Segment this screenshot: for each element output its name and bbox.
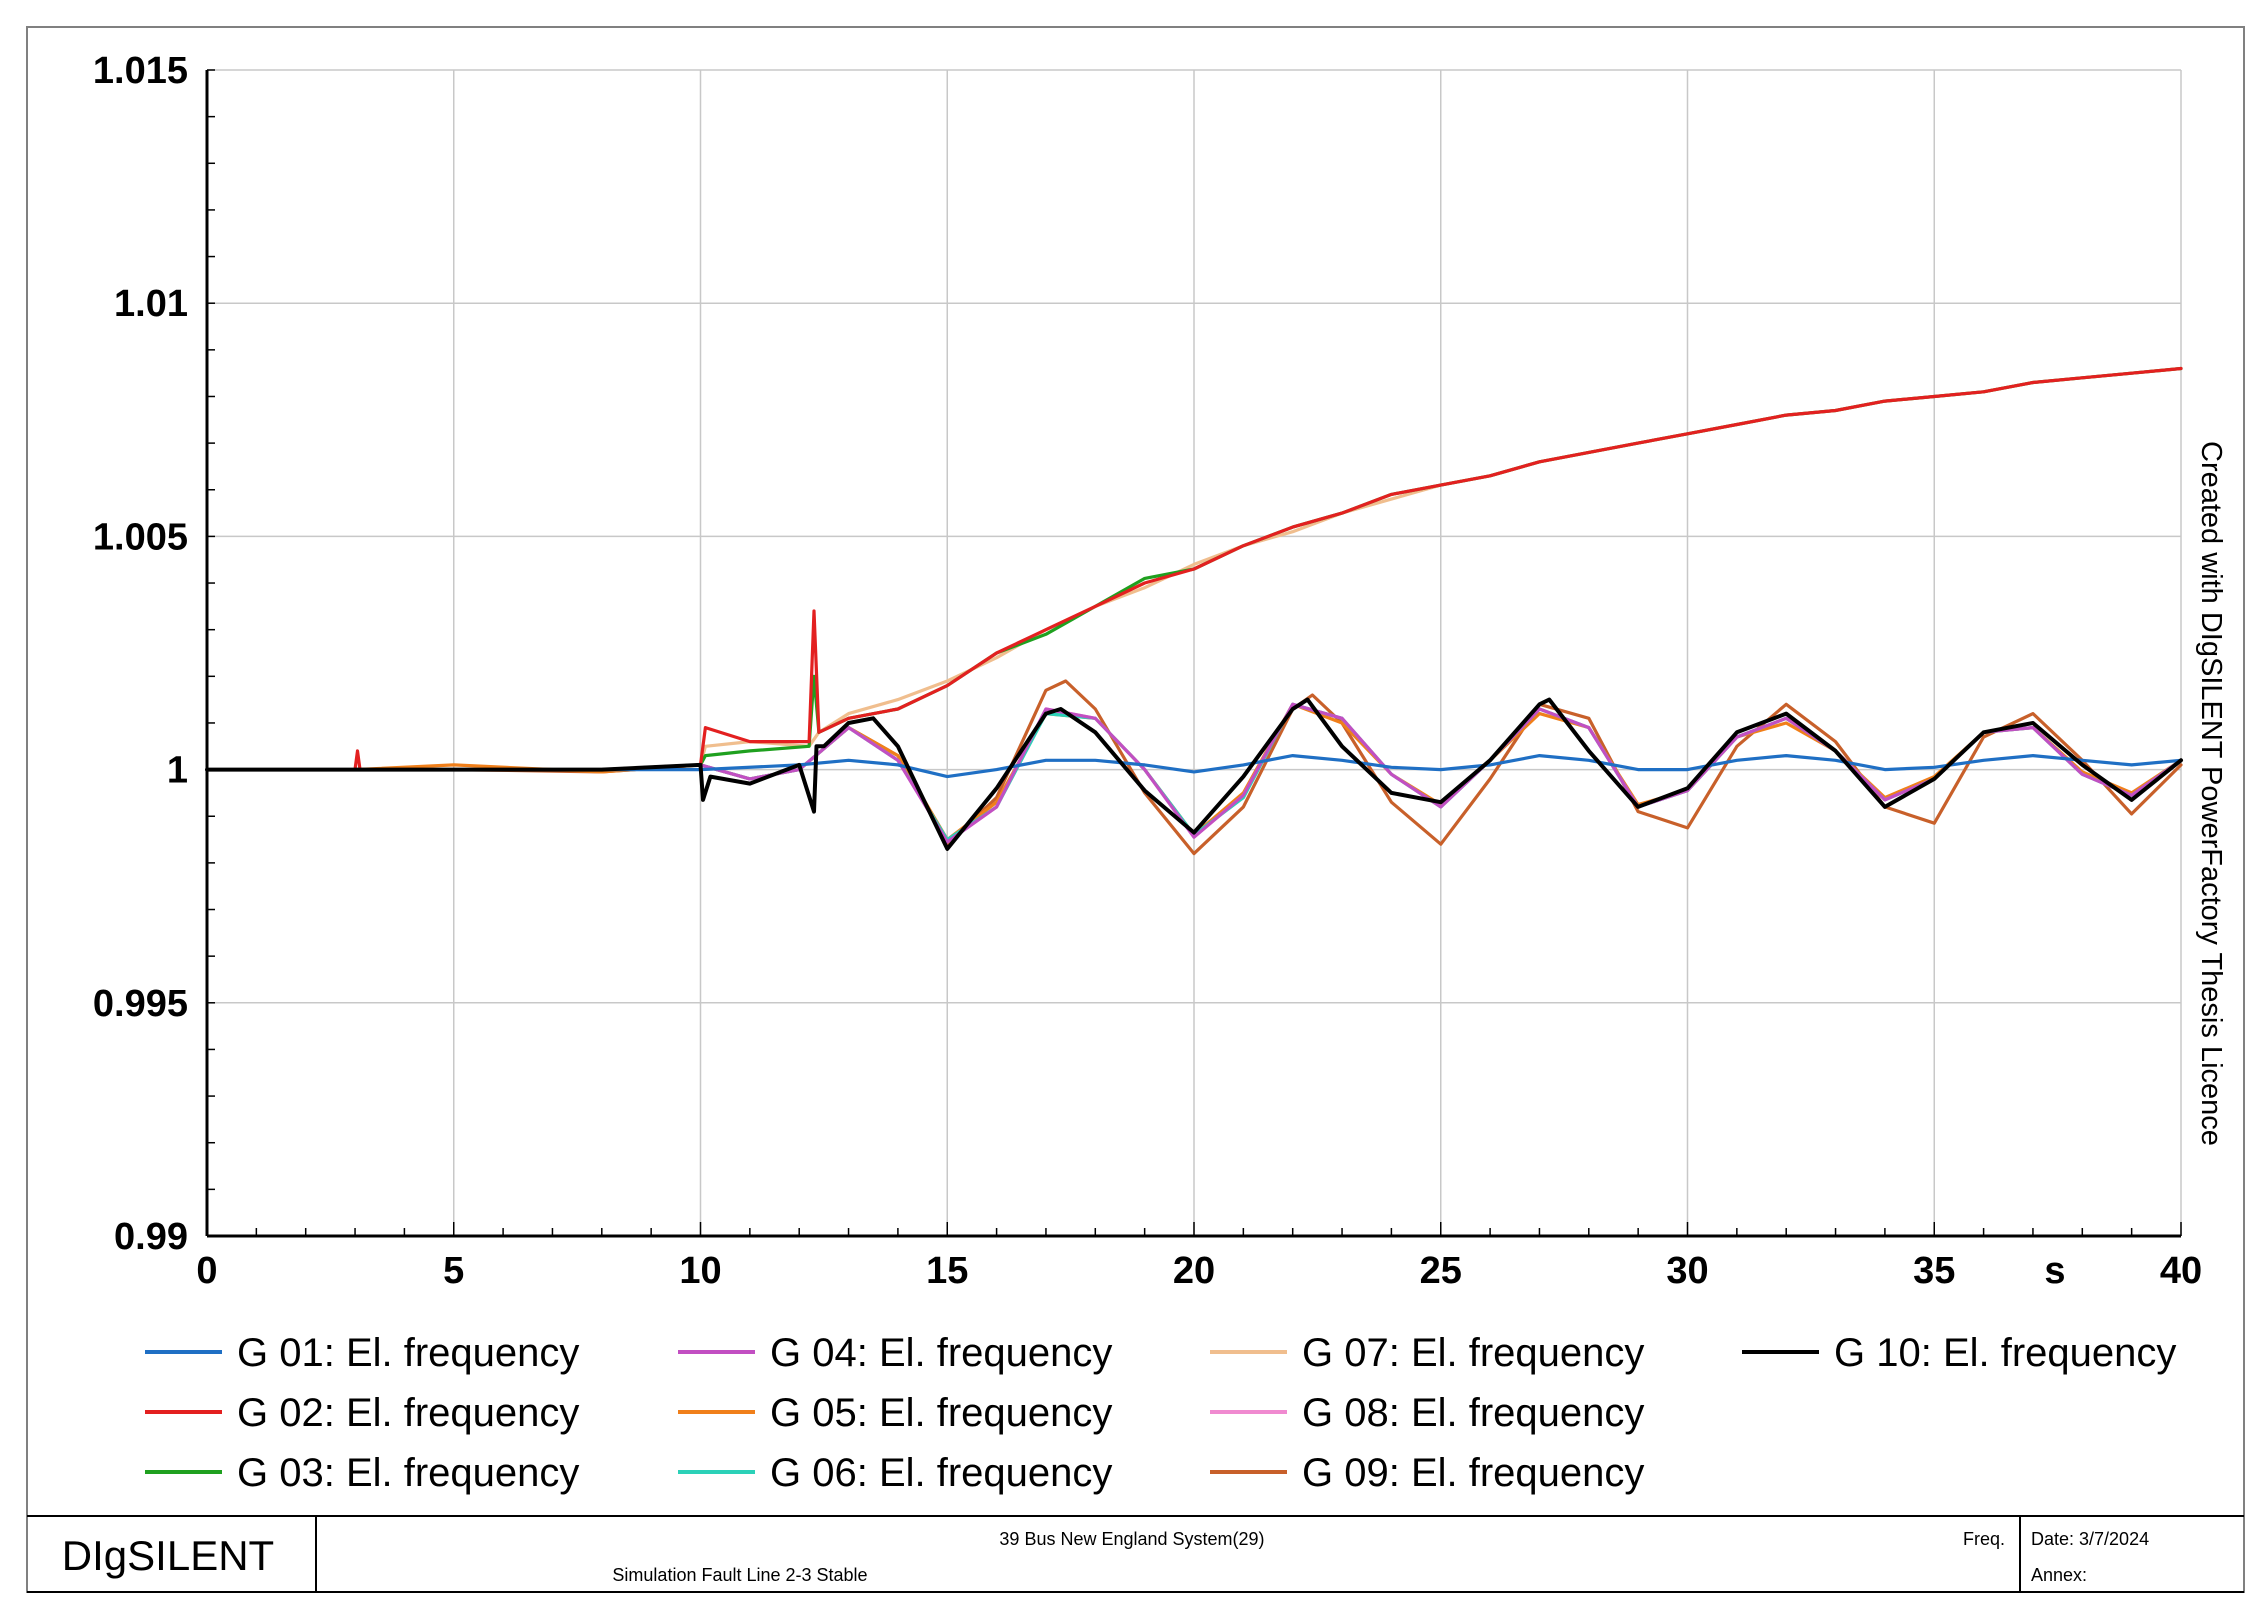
y-tick-label: 0.99: [114, 1216, 188, 1258]
footer-page-label: Freq.: [1963, 1529, 2005, 1549]
footer-date: Date: 3/7/2024: [2031, 1529, 2149, 1549]
y-tick-labels: 0.99 0.995 1 1.005 1.01 1.015: [93, 50, 188, 1258]
x-tick-label: 10: [679, 1250, 721, 1292]
y-tick-label: 1.01: [114, 283, 188, 325]
series-line-2: [205, 366, 2183, 772]
legend-item: G 07: El. frequency: [1210, 1331, 1644, 1375]
watermark-text: Created with DIgSILENT PowerFactory Thes…: [2195, 441, 2227, 1146]
legend-label: G 02: El. frequency: [237, 1391, 579, 1435]
x-tick-label: 40: [2160, 1250, 2202, 1292]
y-tick-label: 1.015: [93, 50, 188, 92]
x-tick-label: 25: [1420, 1250, 1462, 1292]
legend-item: G 10: El. frequency: [1742, 1331, 2176, 1375]
grid: [207, 69, 2182, 1236]
legend-item: G 09: El. frequency: [1210, 1451, 1644, 1495]
legend-item: G 05: El. frequency: [678, 1391, 1112, 1435]
legend-label: G 05: El. frequency: [770, 1391, 1112, 1435]
y-tick-label: 1.005: [93, 516, 188, 558]
legend-item: G 01: El. frequency: [145, 1331, 579, 1375]
legend-label: G 07: El. frequency: [1302, 1331, 1644, 1375]
x-tick-label: 5: [443, 1250, 464, 1292]
x-axis-unit-label: s: [2044, 1250, 2065, 1292]
legend-item: G 08: El. frequency: [1210, 1391, 1644, 1435]
footer-brand: DIgSILENT: [62, 1532, 274, 1579]
footer-study-case: Simulation Fault Line 2-3 Stable: [612, 1565, 867, 1585]
y-tick-label: 0.995: [93, 983, 188, 1025]
footer-project: 39 Bus New England System(29): [999, 1529, 1264, 1549]
legend-label: G 03: El. frequency: [237, 1451, 579, 1495]
legend-item: G 06: El. frequency: [678, 1451, 1112, 1495]
x-tick-label: 30: [1666, 1250, 1708, 1292]
legend-item: G 04: El. frequency: [678, 1331, 1112, 1375]
series-lines: [205, 366, 2183, 856]
y-tick-label: 1: [167, 750, 188, 792]
legend-label: G 06: El. frequency: [770, 1451, 1112, 1495]
x-tick-label: 0: [196, 1250, 217, 1292]
series-line-10: [205, 697, 2183, 851]
legend-label: G 01: El. frequency: [237, 1331, 579, 1375]
legend-label: G 10: El. frequency: [1834, 1331, 2176, 1375]
legend-label: G 08: El. frequency: [1302, 1391, 1644, 1435]
legend-item: G 03: El. frequency: [145, 1451, 579, 1495]
x-tick-labels: 0 5 10 15 20 25 30 35 40: [196, 1250, 2202, 1292]
axes: [205, 70, 2181, 1238]
footer-title-block: DIgSILENT 39 Bus New England System(29) …: [27, 1515, 2244, 1593]
x-tick-label: 35: [1913, 1250, 1955, 1292]
legend-item: G 02: El. frequency: [145, 1391, 579, 1435]
x-tick-label: 20: [1173, 1250, 1215, 1292]
legend-label: G 04: El. frequency: [770, 1331, 1112, 1375]
legend-label: G 09: El. frequency: [1302, 1451, 1644, 1495]
series-line-1: [205, 754, 2183, 779]
legend: G 01: El. frequency G 02: El. frequency G …: [145, 1331, 2176, 1495]
x-tick-label: 15: [926, 1250, 968, 1292]
footer-annex: Annex:: [2031, 1565, 2087, 1585]
